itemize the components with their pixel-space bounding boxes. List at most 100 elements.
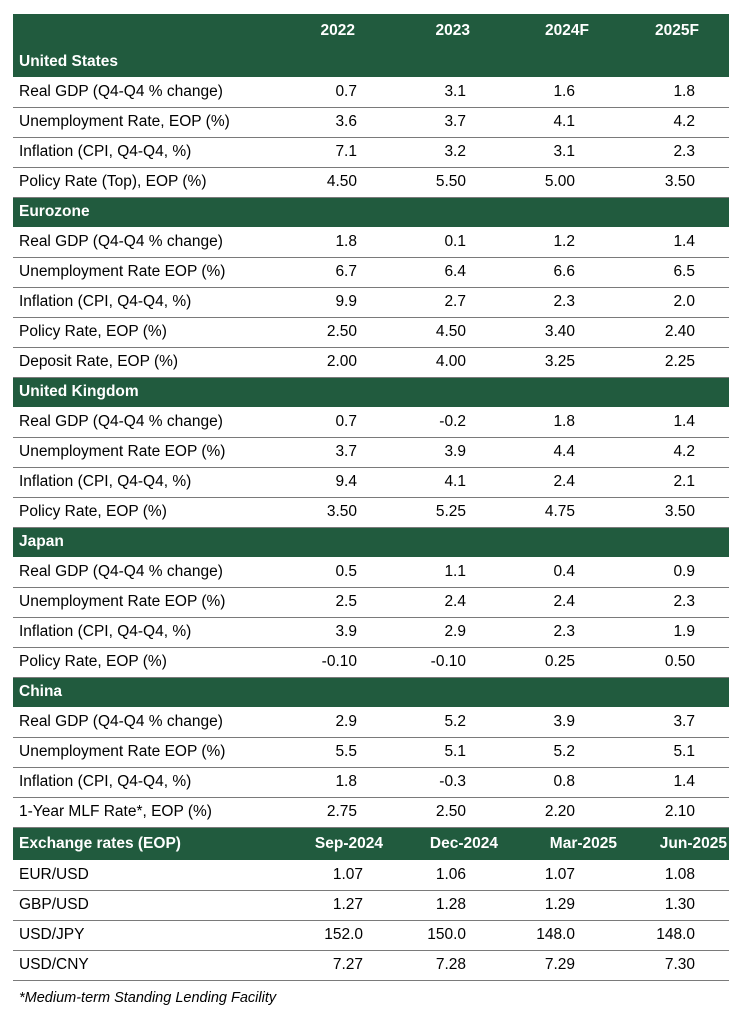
table-row: Unemployment Rate EOP (%) 2.5 2.4 2.4 2.3 bbox=[13, 587, 729, 618]
row-label: Unemployment Rate EOP (%) bbox=[13, 437, 275, 468]
row-label: Policy Rate, EOP (%) bbox=[13, 647, 275, 678]
value-cell: 2.9 bbox=[385, 617, 500, 648]
value-cell: 0.7 bbox=[275, 77, 385, 108]
rate-cell: 152.0 bbox=[275, 920, 385, 951]
value-cell: 6.6 bbox=[500, 257, 619, 288]
table-row: Unemployment Rate, EOP (%) 3.6 3.7 4.1 4.2 bbox=[13, 107, 729, 138]
forecast-sheet: 2022 2023 2024F 2025F United States Real … bbox=[13, 14, 729, 1006]
value-cell: 2.25 bbox=[619, 347, 729, 378]
rate-cell: 1.07 bbox=[275, 860, 385, 891]
currency-pair-label: GBP/USD bbox=[13, 890, 275, 921]
header-blank-cell bbox=[13, 14, 275, 47]
exchange-rate-row: USD/CNY 7.27 7.28 7.29 7.30 bbox=[13, 950, 729, 981]
currency-pair-label: USD/JPY bbox=[13, 920, 275, 951]
rate-cell: 7.28 bbox=[385, 950, 500, 981]
table-row: Policy Rate (Top), EOP (%) 4.50 5.50 5.00 3.… bbox=[13, 167, 729, 198]
section-title: Eurozone bbox=[13, 197, 729, 227]
table-row: Inflation (CPI, Q4-Q4, %) 3.9 2.9 2.3 1.9 bbox=[13, 617, 729, 648]
row-label: Real GDP (Q4-Q4 % change) bbox=[13, 407, 275, 438]
section-header-japan: Japan bbox=[13, 527, 729, 557]
row-label: Inflation (CPI, Q4-Q4, %) bbox=[13, 617, 275, 648]
table-row: Real GDP (Q4-Q4 % change) 2.9 5.2 3.9 3.7 bbox=[13, 707, 729, 738]
value-cell: 3.7 bbox=[275, 437, 385, 468]
table-row: Policy Rate, EOP (%) 2.50 4.50 3.40 2.40 bbox=[13, 317, 729, 348]
value-cell: 3.7 bbox=[385, 107, 500, 138]
row-label: Inflation (CPI, Q4-Q4, %) bbox=[13, 467, 275, 498]
section-header-united-kingdom: United Kingdom bbox=[13, 377, 729, 407]
row-label: Unemployment Rate EOP (%) bbox=[13, 737, 275, 768]
period-header: Dec-2024 bbox=[385, 827, 500, 860]
value-cell: 3.9 bbox=[385, 437, 500, 468]
value-cell: 3.9 bbox=[275, 617, 385, 648]
value-cell: 5.25 bbox=[385, 497, 500, 528]
forecast-table-body: 2022 2023 2024F 2025F United States Real … bbox=[13, 14, 729, 981]
period-header: Mar-2025 bbox=[500, 827, 619, 860]
value-cell: 3.40 bbox=[500, 317, 619, 348]
value-cell: 3.50 bbox=[619, 497, 729, 528]
value-cell: -0.10 bbox=[385, 647, 500, 678]
value-cell: 0.8 bbox=[500, 767, 619, 798]
table-row: Policy Rate, EOP (%) -0.10 -0.10 0.25 0.50 bbox=[13, 647, 729, 678]
value-cell: 0.25 bbox=[500, 647, 619, 678]
value-cell: 3.2 bbox=[385, 137, 500, 168]
section-header-eurozone: Eurozone bbox=[13, 197, 729, 227]
section-title: United Kingdom bbox=[13, 377, 729, 407]
row-label: 1-Year MLF Rate*, EOP (%) bbox=[13, 797, 275, 828]
value-cell: 6.4 bbox=[385, 257, 500, 288]
value-cell: 2.3 bbox=[500, 617, 619, 648]
year-header-2024f: 2024F bbox=[500, 14, 619, 47]
value-cell: 2.0 bbox=[619, 287, 729, 318]
value-cell: 0.7 bbox=[275, 407, 385, 438]
value-cell: 4.75 bbox=[500, 497, 619, 528]
rate-cell: 1.06 bbox=[385, 860, 500, 891]
row-label: Inflation (CPI, Q4-Q4, %) bbox=[13, 767, 275, 798]
value-cell: 5.5 bbox=[275, 737, 385, 768]
value-cell: 3.9 bbox=[500, 707, 619, 738]
value-cell: 2.7 bbox=[385, 287, 500, 318]
table-row: Real GDP (Q4-Q4 % change) 1.8 0.1 1.2 1.4 bbox=[13, 227, 729, 258]
table-row: Unemployment Rate EOP (%) 5.5 5.1 5.2 5.1 bbox=[13, 737, 729, 768]
value-cell: 1.4 bbox=[619, 767, 729, 798]
row-label: Real GDP (Q4-Q4 % change) bbox=[13, 227, 275, 258]
value-cell: 3.50 bbox=[275, 497, 385, 528]
value-cell: 4.50 bbox=[385, 317, 500, 348]
rate-cell: 1.29 bbox=[500, 890, 619, 921]
value-cell: 3.1 bbox=[500, 137, 619, 168]
currency-pair-label: USD/CNY bbox=[13, 950, 275, 981]
value-cell: 6.5 bbox=[619, 257, 729, 288]
row-label: Policy Rate, EOP (%) bbox=[13, 317, 275, 348]
value-cell: 1.4 bbox=[619, 407, 729, 438]
value-cell: 4.00 bbox=[385, 347, 500, 378]
exchange-rates-header-row: Exchange rates (EOP) Sep-2024 Dec-2024 Mar-… bbox=[13, 827, 729, 860]
year-header-2022: 2022 bbox=[275, 14, 385, 47]
rate-cell: 148.0 bbox=[500, 920, 619, 951]
period-header: Jun-2025 bbox=[619, 827, 729, 860]
year-header-2025f: 2025F bbox=[619, 14, 729, 47]
value-cell: 2.4 bbox=[385, 587, 500, 618]
value-cell: 5.00 bbox=[500, 167, 619, 198]
value-cell: 2.10 bbox=[619, 797, 729, 828]
exchange-rate-row: USD/JPY 152.0 150.0 148.0 148.0 bbox=[13, 920, 729, 951]
value-cell: 9.4 bbox=[275, 467, 385, 498]
value-cell: 2.50 bbox=[385, 797, 500, 828]
row-label: Policy Rate, EOP (%) bbox=[13, 497, 275, 528]
value-cell: 9.9 bbox=[275, 287, 385, 318]
row-label: Unemployment Rate EOP (%) bbox=[13, 587, 275, 618]
value-cell: 3.6 bbox=[275, 107, 385, 138]
exchange-rate-row: EUR/USD 1.07 1.06 1.07 1.08 bbox=[13, 860, 729, 891]
value-cell: 1.8 bbox=[619, 77, 729, 108]
value-cell: 2.4 bbox=[500, 467, 619, 498]
table-row: Deposit Rate, EOP (%) 2.00 4.00 3.25 2.25 bbox=[13, 347, 729, 378]
section-header-china: China bbox=[13, 677, 729, 707]
value-cell: 3.1 bbox=[385, 77, 500, 108]
value-cell: 7.1 bbox=[275, 137, 385, 168]
table-row: Inflation (CPI, Q4-Q4, %) 7.1 3.2 3.1 2.3 bbox=[13, 137, 729, 168]
table-row: Unemployment Rate EOP (%) 6.7 6.4 6.6 6.5 bbox=[13, 257, 729, 288]
table-row: Unemployment Rate EOP (%) 3.7 3.9 4.4 4.2 bbox=[13, 437, 729, 468]
table-row: Inflation (CPI, Q4-Q4, %) 9.9 2.7 2.3 2.0 bbox=[13, 287, 729, 318]
exchange-rate-row: GBP/USD 1.27 1.28 1.29 1.30 bbox=[13, 890, 729, 921]
section-title: Japan bbox=[13, 527, 729, 557]
value-cell: 1.2 bbox=[500, 227, 619, 258]
currency-pair-label: EUR/USD bbox=[13, 860, 275, 891]
value-cell: 4.4 bbox=[500, 437, 619, 468]
